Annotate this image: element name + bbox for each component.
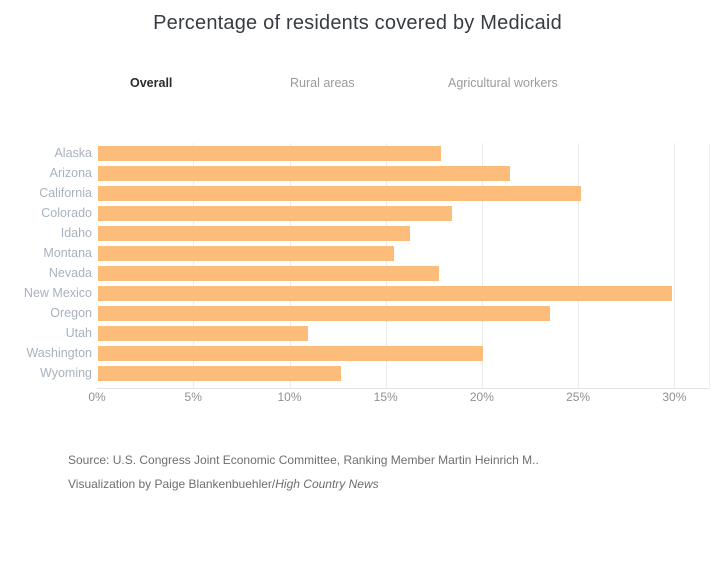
gridline-25%	[578, 143, 580, 388]
bar-nevada[interactable]	[98, 266, 439, 281]
x-tick-label-15%: 15%	[373, 390, 398, 404]
category-label-utah: Utah	[65, 326, 92, 340]
category-label-oregon: Oregon	[50, 306, 92, 320]
category-label-california: California	[39, 186, 92, 200]
tab-agricultural-workers[interactable]: Agricultural workers	[448, 76, 558, 90]
bar-chart: 0% 5% 10% 15% 20% 25% 30% Alaska Arizona Californ…	[0, 143, 715, 413]
x-tick-label-20%: 20%	[469, 390, 494, 404]
x-tick-label-30%: 30%	[662, 390, 687, 404]
credit-line: Visualization by Paige Blankenbuehler/Hi…	[68, 472, 539, 496]
category-label-colorado: Colorado	[41, 206, 92, 220]
bar-new-mexico[interactable]	[98, 286, 672, 301]
gridline-20%	[481, 143, 483, 388]
x-tick-label-25%: 25%	[566, 390, 591, 404]
category-label-alaska: Alaska	[54, 146, 92, 160]
bar-oregon[interactable]	[98, 306, 551, 321]
category-label-new-mexico: New Mexico	[23, 286, 92, 300]
bar-colorado[interactable]	[98, 206, 453, 221]
page-title: Percentage of residents covered by Medic…	[153, 12, 562, 34]
gridline-5%	[193, 143, 195, 388]
view-tabs: Overall Rural areas Agricultural workers	[0, 76, 715, 94]
bar-alaska[interactable]	[98, 146, 441, 161]
bar-idaho[interactable]	[98, 226, 410, 241]
credit-publication: High Country News	[275, 477, 379, 491]
bar-washington[interactable]	[98, 346, 483, 361]
category-label-wyoming: Wyoming	[40, 366, 92, 380]
bar-arizona[interactable]	[98, 166, 510, 181]
category-label-arizona: Arizona	[49, 166, 92, 180]
bar-california[interactable]	[98, 186, 582, 201]
bar-wyoming[interactable]	[98, 366, 341, 381]
gridline-15%	[385, 143, 387, 388]
category-label-montana: Montana	[43, 246, 92, 260]
credit-prefix: Visualization by Paige Blankenbuehler/	[68, 477, 276, 491]
source-line: Source: U.S. Congress Joint Economic Com…	[68, 453, 539, 467]
bar-montana[interactable]	[98, 246, 395, 261]
category-label-idaho: Idaho	[60, 226, 92, 240]
gridline-10%	[289, 143, 291, 388]
tab-rural-areas[interactable]: Rural areas	[290, 76, 355, 90]
gridline-30%	[674, 143, 676, 388]
chart-footer: Source: U.S. Congress Joint Economic Com…	[68, 448, 539, 496]
x-tick-label-0%: 0%	[88, 390, 106, 404]
category-label-nevada: Nevada	[48, 266, 92, 280]
plot-area	[97, 143, 710, 389]
tab-overall[interactable]: Overall	[130, 76, 173, 90]
x-tick-label-5%: 5%	[184, 390, 202, 404]
category-label-washington: Washington	[26, 346, 92, 360]
x-tick-label-10%: 10%	[277, 390, 302, 404]
bar-utah[interactable]	[98, 326, 308, 341]
